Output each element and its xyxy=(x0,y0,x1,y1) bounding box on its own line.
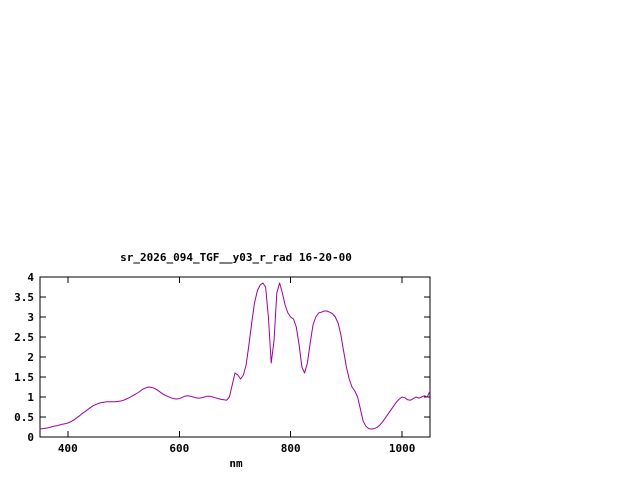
chart-title: sr_2026_094_TGF__y03_r_rad 16-20-00 xyxy=(120,251,352,264)
svg-text:3.5: 3.5 xyxy=(14,291,34,304)
svg-text:2.5: 2.5 xyxy=(14,331,34,344)
svg-text:400: 400 xyxy=(58,442,78,455)
svg-text:800: 800 xyxy=(281,442,301,455)
svg-text:0: 0 xyxy=(27,431,34,444)
svg-text:3: 3 xyxy=(27,311,34,324)
svg-text:1.5: 1.5 xyxy=(14,371,34,384)
svg-text:600: 600 xyxy=(169,442,189,455)
x-axis-label: nm xyxy=(229,457,243,470)
svg-text:0.5: 0.5 xyxy=(14,411,34,424)
svg-text:1000: 1000 xyxy=(389,442,416,455)
svg-text:4: 4 xyxy=(27,271,34,284)
svg-text:1: 1 xyxy=(27,391,34,404)
svg-text:2: 2 xyxy=(27,351,34,364)
